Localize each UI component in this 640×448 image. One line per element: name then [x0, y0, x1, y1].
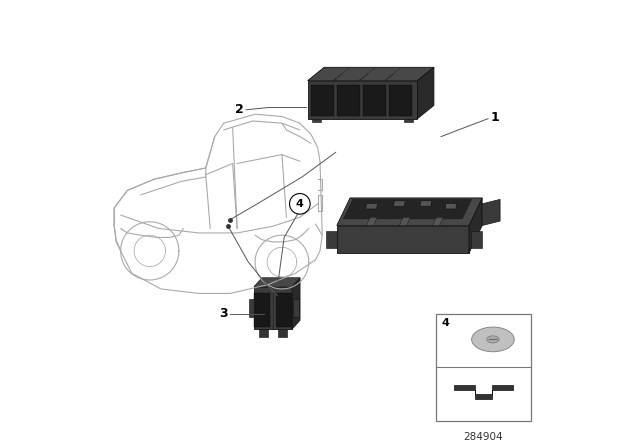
Polygon shape	[454, 385, 513, 399]
Polygon shape	[420, 201, 431, 206]
Polygon shape	[259, 329, 268, 337]
Polygon shape	[312, 119, 321, 122]
Polygon shape	[254, 278, 300, 287]
Polygon shape	[433, 217, 444, 225]
Polygon shape	[293, 300, 299, 316]
Polygon shape	[248, 300, 254, 316]
Polygon shape	[337, 198, 482, 225]
Polygon shape	[482, 199, 500, 225]
Polygon shape	[292, 278, 300, 329]
Polygon shape	[308, 67, 434, 81]
Polygon shape	[278, 329, 287, 337]
Polygon shape	[253, 293, 270, 327]
Polygon shape	[469, 198, 482, 253]
Polygon shape	[308, 81, 417, 119]
Text: 4: 4	[442, 318, 450, 328]
Polygon shape	[363, 85, 386, 116]
Polygon shape	[471, 232, 483, 248]
Text: 1: 1	[490, 111, 499, 124]
Polygon shape	[254, 287, 292, 329]
Text: 4: 4	[296, 199, 304, 209]
Polygon shape	[326, 232, 337, 248]
Polygon shape	[337, 85, 360, 116]
Polygon shape	[366, 217, 378, 225]
Polygon shape	[366, 203, 378, 209]
Polygon shape	[276, 293, 292, 327]
Polygon shape	[417, 67, 434, 119]
Polygon shape	[311, 85, 334, 116]
Text: 2: 2	[235, 103, 244, 116]
Polygon shape	[273, 293, 278, 329]
Ellipse shape	[486, 336, 499, 343]
Polygon shape	[399, 217, 410, 225]
Ellipse shape	[472, 327, 514, 352]
Polygon shape	[337, 225, 469, 253]
Text: 3: 3	[220, 307, 228, 320]
Text: 284904: 284904	[464, 432, 503, 442]
Polygon shape	[388, 85, 412, 116]
Polygon shape	[394, 201, 405, 206]
Polygon shape	[445, 203, 457, 209]
Bar	[436, 314, 531, 421]
Polygon shape	[404, 119, 413, 122]
Polygon shape	[344, 199, 472, 219]
